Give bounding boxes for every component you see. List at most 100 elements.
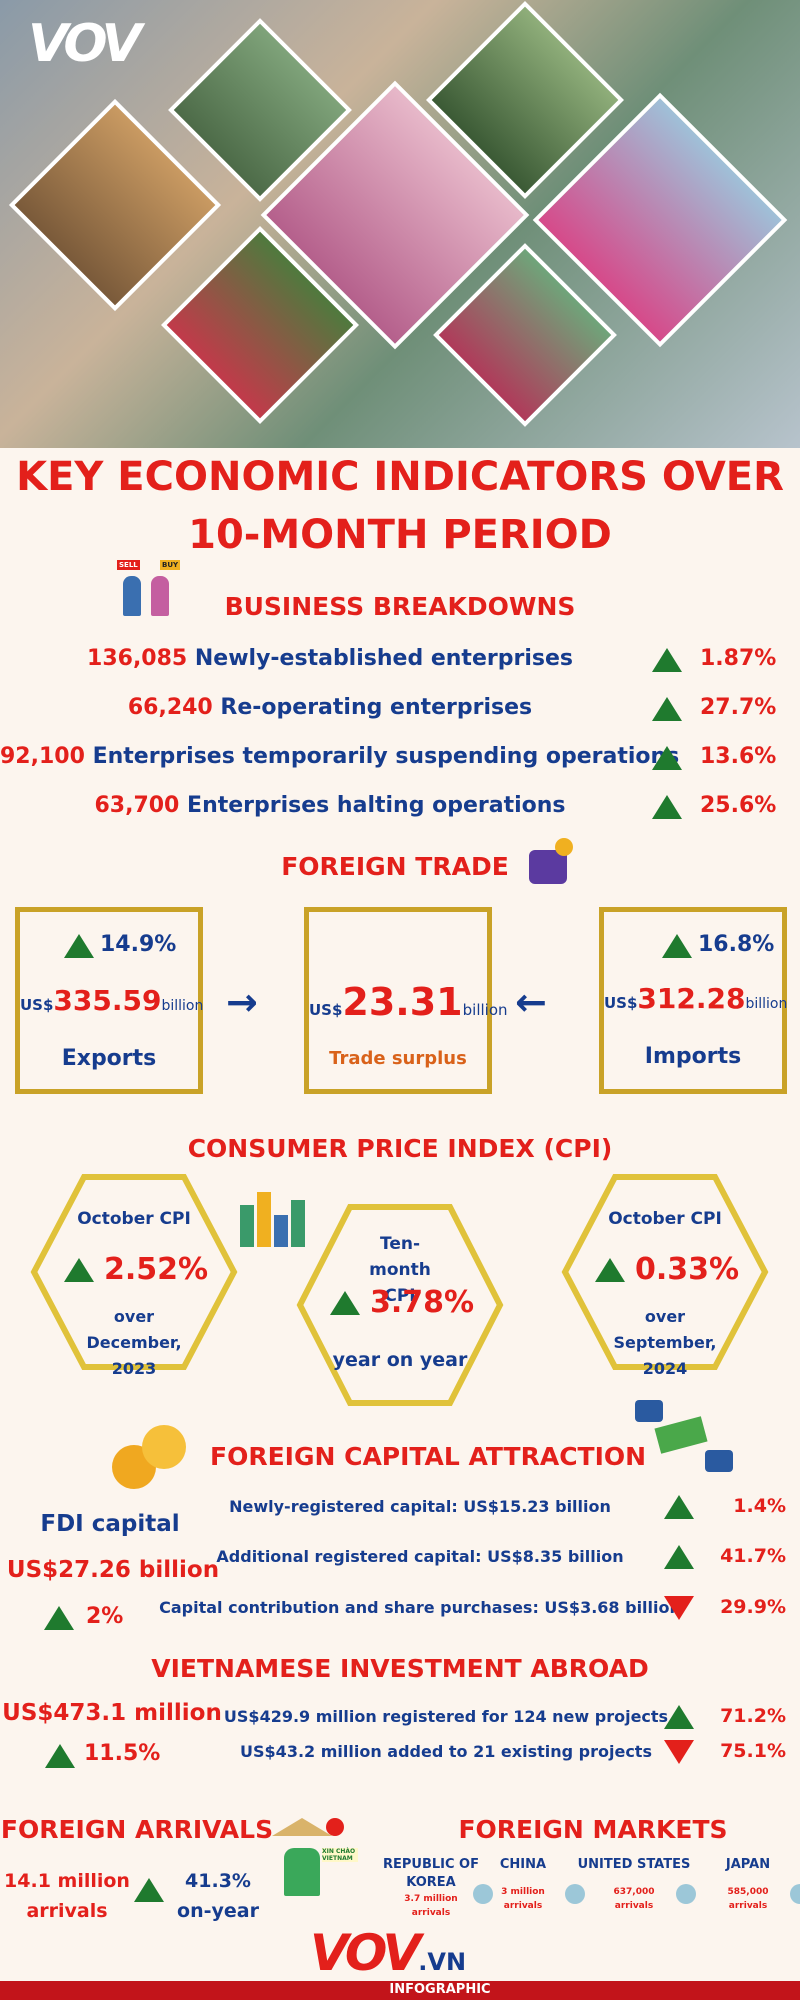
footer-band <box>0 1925 800 1980</box>
trend-arrow <box>330 1291 360 1315</box>
trend-arrow <box>662 934 692 958</box>
trend-arrow <box>45 1744 75 1768</box>
header-photo: VOV <box>0 0 800 448</box>
icon-flag <box>326 1818 344 1836</box>
cpi-shapes <box>30 1174 769 1406</box>
business-change: 1.87% <box>700 646 777 671</box>
market-value: 3 million arrivals <box>501 1887 545 1911</box>
item-text: Newly-registered capital: US$15.23 billi… <box>229 1497 611 1516</box>
market-value: 585,000 arrivals <box>727 1887 769 1911</box>
section-heading: CONSUMER PRICE INDEX (CPI) <box>187 1134 613 1163</box>
trend-arrow <box>595 1258 625 1282</box>
market-icon <box>790 1884 800 1904</box>
footer-logo: VOV <box>310 1924 421 1982</box>
icon-coin <box>142 1425 186 1469</box>
amount: 335.59 <box>53 984 162 1017</box>
business-change: 25.6% <box>700 793 777 818</box>
market-country: UNITED STATES <box>577 1857 691 1872</box>
business-row: 63,700 Enterprises halting operations <box>0 793 660 818</box>
main-title: KEY ECONOMIC INDICATORS OVER 10-MONTH PE… <box>16 454 784 558</box>
cpi-value: 0.33% <box>635 1252 740 1287</box>
icon-building <box>274 1215 288 1247</box>
trend-arrow <box>652 746 682 770</box>
item-text: US$43.2 million added to 21 existing pro… <box>240 1742 652 1761</box>
trade-label: Trade surplus <box>329 1048 467 1069</box>
coin-icon <box>112 1425 190 1493</box>
icon-hand <box>705 1450 733 1472</box>
cpi-note: over December, 2023 <box>86 1307 182 1378</box>
trade-amount-line: US$23.31billion <box>309 980 508 1024</box>
trend-arrow <box>64 1258 94 1282</box>
trade-amount-line: US$335.59billion <box>20 984 203 1017</box>
item-change: 71.2% <box>720 1705 786 1727</box>
market-value: 3.7 million arrivals <box>404 1894 458 1918</box>
imports-box: 16.8% US$312.28billion Imports <box>599 907 787 1094</box>
market-icon <box>473 1884 493 1904</box>
cpi-title: Ten-month CPI <box>369 1234 431 1306</box>
footer-bar <box>0 1981 800 2000</box>
trend-arrow <box>664 1545 694 1569</box>
market-country: CHINA <box>499 1857 547 1872</box>
trade-change: 16.8% <box>698 932 775 957</box>
item-text: Additional registered capital: US$8.35 b… <box>216 1547 624 1566</box>
icon-coin <box>555 838 573 856</box>
section-heading: FOREIGN MARKETS <box>458 1815 728 1844</box>
market-value: 637,000 arrivals <box>613 1887 655 1911</box>
icon-hat <box>272 1818 332 1836</box>
abroad-change: 11.5% <box>84 1741 161 1766</box>
hands-icon <box>635 1400 735 1472</box>
market-icon <box>676 1884 696 1904</box>
arrivals-change: 41.3% on-year <box>177 1870 259 1922</box>
cpi-title: October CPI <box>77 1209 191 1229</box>
amount: 23.31 <box>342 980 463 1024</box>
icon-money <box>654 1416 708 1454</box>
trend-arrow <box>652 648 682 672</box>
fdi-label: FDI capital <box>40 1511 180 1537</box>
fdi-change: 2% <box>86 1604 124 1629</box>
icon-body <box>284 1848 320 1896</box>
icon-figure <box>151 576 169 616</box>
icon-building <box>257 1192 271 1247</box>
currency: US$ <box>309 1001 343 1019</box>
trade-amount-line: US$312.28billion <box>604 982 787 1015</box>
footer-label: INFOGRAPHIC <box>389 1982 491 1997</box>
icon-label: SELL <box>117 560 140 570</box>
icon-hand <box>635 1400 663 1422</box>
business-value: 136,085 <box>87 646 188 671</box>
trend-arrow <box>134 1878 164 1902</box>
trend-arrow <box>664 1495 694 1519</box>
trend-arrow <box>664 1740 694 1764</box>
business-label: Enterprises halting operations <box>187 793 566 818</box>
item-change: 41.7% <box>720 1545 786 1567</box>
market-country: REPUBLIC OF KOREA <box>382 1857 479 1890</box>
unit: billion <box>161 998 204 1014</box>
vendor-icon: XIN CHÀO VIETNAM <box>272 1818 358 1898</box>
surplus-box: US$23.31billion Trade surplus <box>304 907 508 1094</box>
business-change: 27.7% <box>700 695 777 720</box>
icon-figure <box>123 576 141 616</box>
item-text: US$429.9 million registered for 124 new … <box>223 1707 669 1726</box>
business-label: Re-operating enterprises <box>220 695 533 720</box>
item-change: 75.1% <box>720 1740 786 1762</box>
business-value: 63,700 <box>94 793 180 818</box>
icon-label: XIN CHÀO VIETNAM <box>322 1848 358 1862</box>
hexagon <box>296 1204 504 1406</box>
header-logo: VOV <box>28 14 142 74</box>
business-icon: SELL BUY <box>115 560 190 622</box>
item-change: 29.9% <box>720 1596 786 1618</box>
trend-arrow <box>664 1705 694 1729</box>
fdi-total: US$27.26 billion <box>6 1557 220 1583</box>
market-country: JAPAN <box>725 1857 771 1872</box>
trend-arrow <box>44 1606 74 1630</box>
business-label: Enterprises temporarily suspending opera… <box>92 744 680 769</box>
trend-arrow <box>652 697 682 721</box>
footer-suffix: .VN <box>418 1948 467 1976</box>
item-change: 1.4% <box>733 1495 786 1517</box>
hexagon <box>561 1174 769 1370</box>
arrow-right: → <box>226 980 258 1024</box>
item-text: Capital contribution and share purchases… <box>159 1598 681 1617</box>
exports-box: 14.9% US$335.59billion Exports <box>15 907 203 1094</box>
unit: billion <box>745 996 788 1012</box>
section-heading: VIETNAMESE INVESTMENT ABROAD <box>151 1654 649 1683</box>
